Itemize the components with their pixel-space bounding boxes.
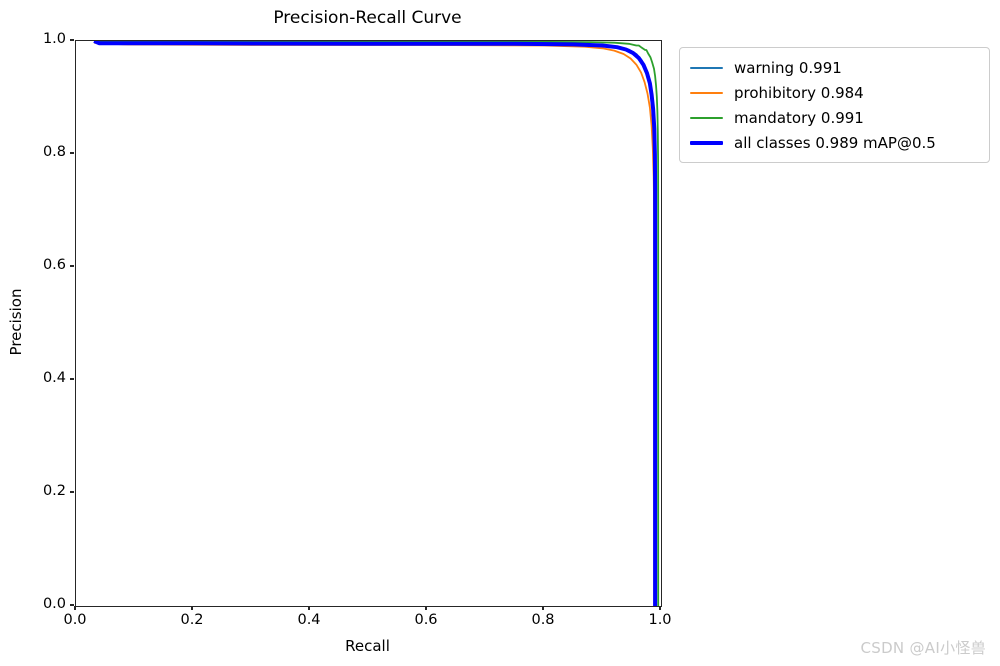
y-tick-label: 0.4 — [42, 370, 66, 386]
legend-label: warning 0.991 — [734, 58, 842, 77]
legend-line-sample-all-classes — [690, 140, 723, 145]
legend-label: mandatory 0.991 — [734, 108, 864, 127]
pr-curve-series-2 — [94, 41, 660, 606]
y-tick-label: 0.0 — [42, 596, 66, 612]
x-tick-mark — [74, 606, 76, 610]
legend-entry-all-classes: all classes 0.989 mAP@0.5 — [690, 130, 979, 155]
legend-label: prohibitory 0.984 — [734, 83, 864, 102]
x-tick-label: 0.6 — [414, 612, 438, 628]
plot-area — [75, 40, 662, 607]
pr-curves-canvas — [93, 41, 660, 606]
x-tick-mark — [425, 606, 427, 610]
x-tick-mark — [308, 606, 310, 610]
y-tick-mark — [70, 604, 74, 606]
chart-title: Precision-Recall Curve — [273, 8, 462, 28]
y-tick-mark — [70, 152, 74, 154]
x-tick-mark — [191, 606, 193, 610]
legend-label: all classes 0.989 mAP@0.5 — [734, 133, 936, 152]
pr-curve-series-3 — [93, 41, 658, 606]
x-tick-label: 1.0 — [648, 612, 672, 628]
y-tick-label: 1.0 — [42, 31, 66, 47]
y-tick-mark — [70, 265, 74, 267]
y-tick-mark — [70, 491, 74, 493]
y-tick-mark — [70, 378, 74, 380]
y-tick-label: 0.8 — [42, 144, 66, 160]
legend: warning 0.991 prohibitory 0.984 mandator… — [679, 47, 990, 163]
y-tick-label: 0.6 — [42, 257, 66, 273]
watermark: CSDN @AI小怪兽 — [860, 639, 986, 657]
y-axis-label: Precision — [7, 288, 25, 356]
legend-line-sample-warning — [690, 66, 723, 69]
x-axis-label: Recall — [345, 637, 390, 655]
legend-line-sample-mandatory — [690, 116, 723, 119]
x-tick-label: 0.2 — [180, 612, 204, 628]
legend-entry-mandatory: mandatory 0.991 — [690, 105, 979, 130]
x-tick-label: 0.8 — [531, 612, 555, 628]
x-tick-label: 0.0 — [63, 612, 87, 628]
x-tick-label: 0.4 — [297, 612, 321, 628]
legend-line-sample-prohibitory — [690, 91, 723, 94]
pr-curve-series-0 — [94, 41, 657, 606]
legend-entry-prohibitory: prohibitory 0.984 — [690, 80, 979, 105]
x-tick-mark — [542, 606, 544, 610]
y-tick-mark — [70, 39, 74, 41]
pr-curve-series-1 — [94, 41, 656, 606]
x-tick-mark — [659, 606, 661, 610]
legend-entry-warning: warning 0.991 — [690, 55, 979, 80]
y-tick-label: 0.2 — [42, 483, 66, 499]
